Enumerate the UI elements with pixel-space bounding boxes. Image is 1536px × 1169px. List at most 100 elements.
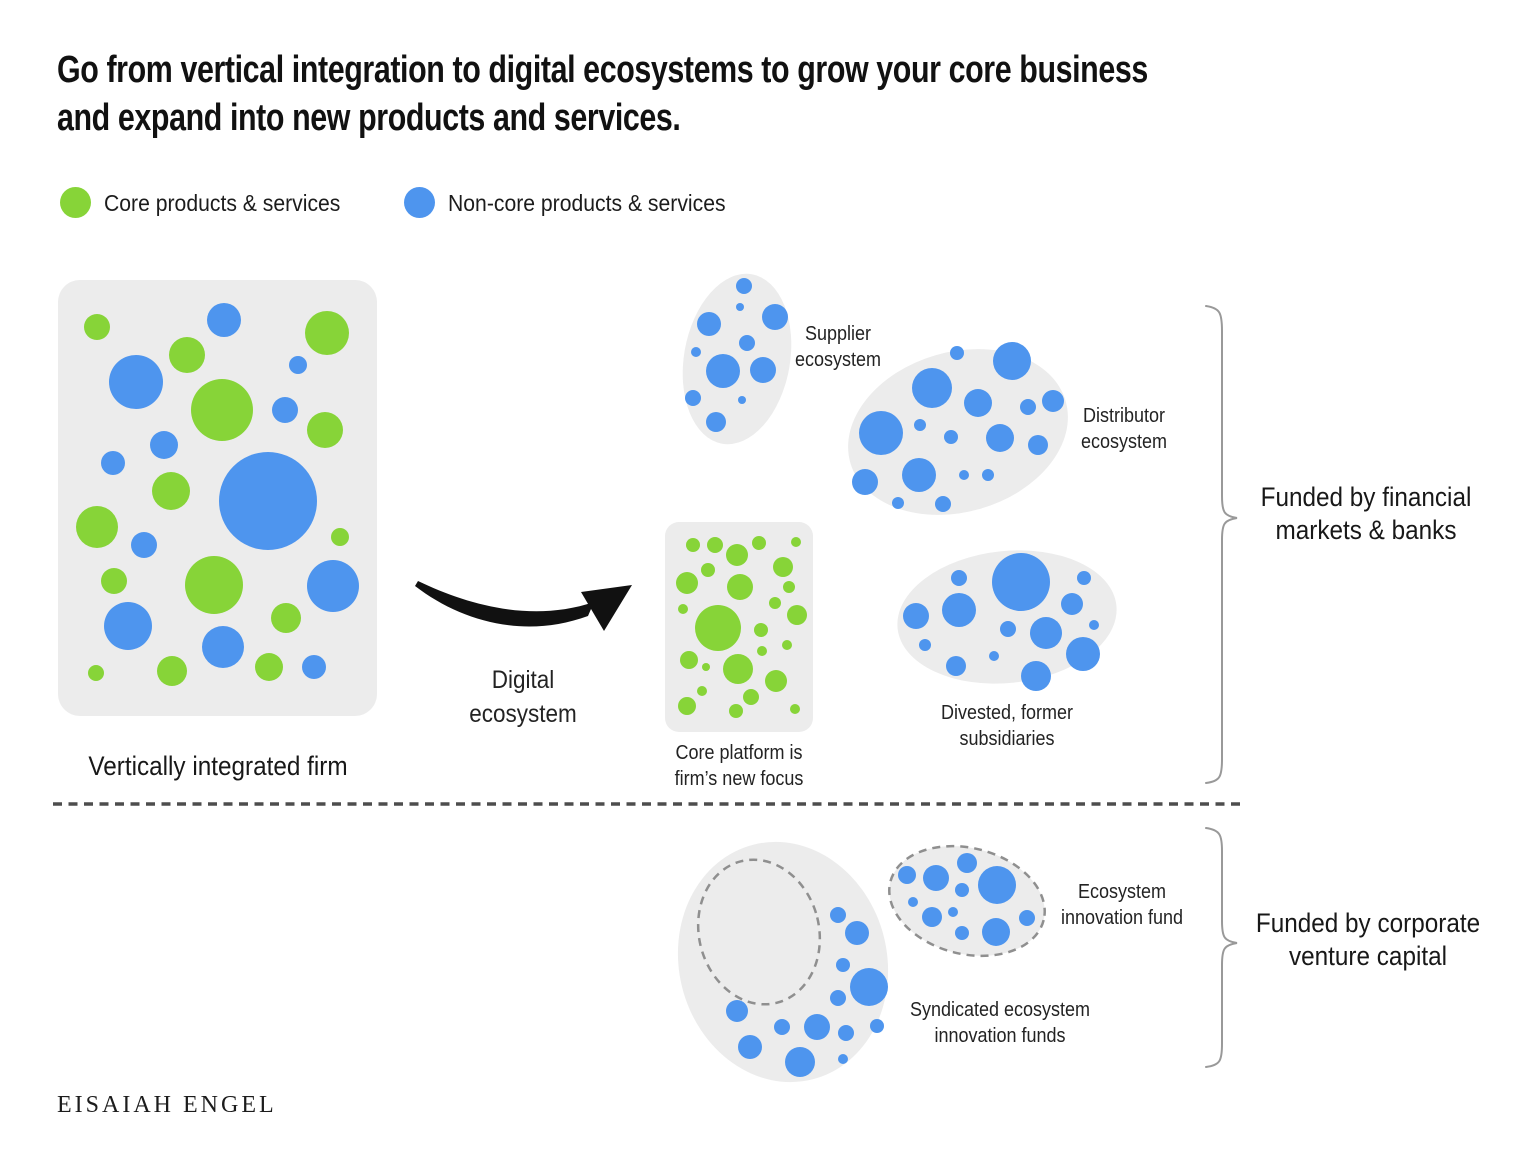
noncore-dot [131,532,157,558]
core-dot [307,412,343,448]
funded-financial-label: Funded by financial markets & banks [1260,482,1472,545]
syndicated-funds-label: Syndicated ecosystem innovation funds [909,999,1091,1047]
core-dot [723,654,753,684]
core-dot [701,563,715,577]
core-dot [702,663,710,671]
core-dot [695,605,741,651]
noncore-dot [150,431,178,459]
noncore-dot [908,897,918,907]
core-dot [790,704,800,714]
noncore-dot [850,968,888,1006]
core-dot [765,670,787,692]
core-dot [680,651,698,669]
noncore-dot [935,496,951,512]
noncore-dot [1061,593,1083,615]
noncore-dot [1019,910,1035,926]
noncore-dot [948,907,958,917]
noncore-dot [1020,399,1036,415]
title-line2: and expand into new products and service… [57,97,681,139]
noncore-dot [964,389,992,417]
noncore-dot [762,304,788,330]
noncore-dot [104,602,152,650]
noncore-dot [289,356,307,374]
supplier-ecosystem-blob [682,273,792,445]
noncore-dot [1089,620,1099,630]
noncore-dot [946,656,966,676]
transition-arrow-tail [415,581,594,627]
noncore-dot [1000,621,1016,637]
noncore-dot [1077,571,1091,585]
noncore-dot [1028,435,1048,455]
core-dot [255,653,283,681]
core-dot [773,557,793,577]
core-dot [686,538,700,552]
noncore-dot [1066,637,1100,671]
core-dot [791,537,801,547]
noncore-dot [738,396,746,404]
noncore-dot [726,1000,748,1022]
core-dot [305,311,349,355]
noncore-dot [922,907,942,927]
title-line1: Go from vertical integration to digital … [57,49,1148,91]
noncore-dot [691,347,701,357]
noncore-dot [785,1047,815,1077]
legend-core-dot-icon [60,187,91,218]
noncore-dot [902,458,936,492]
noncore-dot [830,990,846,1006]
noncore-dot [1021,661,1051,691]
noncore-dot [870,1019,884,1033]
core-dot [271,603,301,633]
divested-subsidiaries-label: Divested, former subsidiaries [940,702,1074,750]
core-dot [787,605,807,625]
noncore-dot [1030,617,1062,649]
core-dot [727,574,753,600]
noncore-dot [202,626,244,668]
core-dot [101,568,127,594]
noncore-dot [750,357,776,383]
noncore-dot [697,312,721,336]
vertically-integrated-firm-label: Vertically integrated firm [88,751,348,781]
core-dot [754,623,768,637]
noncore-dot [993,342,1031,380]
noncore-dot [944,430,958,444]
noncore-dot [898,866,916,884]
core-dot [157,656,187,686]
noncore-dot [739,335,755,351]
ecosystem-innovation-fund-blob [888,844,1046,958]
noncore-dot [978,866,1016,904]
digital-ecosystem-label: Digital ecosystem [469,666,577,728]
core-dot [707,537,723,553]
core-dot [331,528,349,546]
core-dot [185,556,243,614]
core-dot [752,536,766,550]
core-dot [757,646,767,656]
noncore-dot [982,469,994,481]
noncore-dot [830,907,846,923]
noncore-dot [992,553,1050,611]
noncore-dot [101,451,125,475]
noncore-dot [302,655,326,679]
legend-noncore-label: Non-core products & services [448,190,726,216]
noncore-dot [706,354,740,388]
noncore-dot [914,419,926,431]
core-dot [782,640,792,650]
noncore-dot [950,346,964,360]
noncore-dot [838,1054,848,1064]
noncore-dot [219,452,317,550]
noncore-dot [1042,390,1064,412]
supplier-ecosystem-label: Supplier ecosystem [794,323,882,371]
noncore-dot [738,1035,762,1059]
core-dot [84,314,110,340]
noncore-dot [852,469,878,495]
noncore-dot [845,921,869,945]
noncore-dot [838,1025,854,1041]
core-dot [678,604,688,614]
noncore-dot [736,278,752,294]
noncore-dot [706,412,726,432]
noncore-dot [903,603,929,629]
core-dot [783,581,795,593]
noncore-dot [207,303,241,337]
noncore-dot [919,639,931,651]
noncore-dot [774,1019,790,1035]
